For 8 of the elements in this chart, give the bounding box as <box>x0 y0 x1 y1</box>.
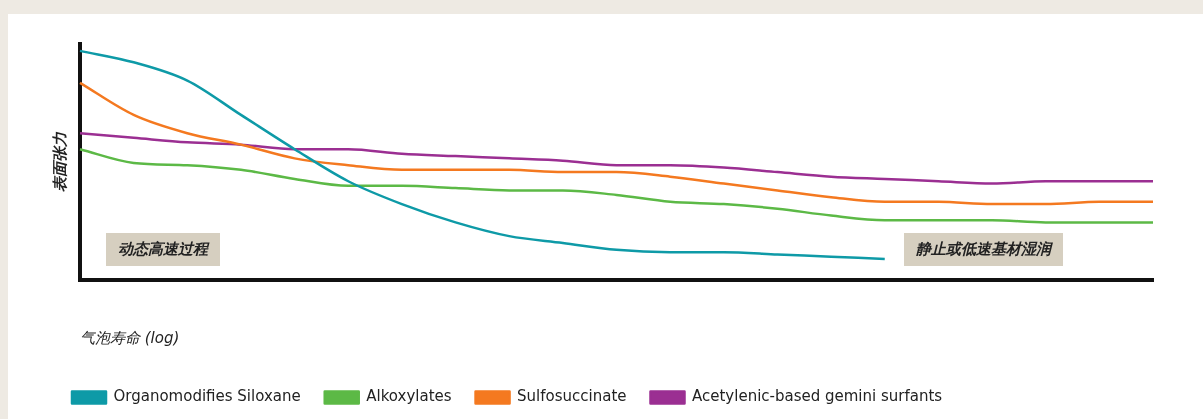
annotation: 动态高速过程 <box>106 232 220 266</box>
legend-label: Sulfosuccinate <box>517 387 627 406</box>
annotation: 静止或低速基材湿润 <box>904 232 1064 266</box>
x-axis-title: 气泡寿命 (log) <box>80 328 180 347</box>
legend-label: Alkoxylates <box>366 387 452 406</box>
legend-label: Acetylenic-based gemini surfants <box>692 387 943 406</box>
y-axis-title: 表面张力 <box>50 130 69 192</box>
legend-label: Organomodifies Siloxane <box>113 387 301 406</box>
